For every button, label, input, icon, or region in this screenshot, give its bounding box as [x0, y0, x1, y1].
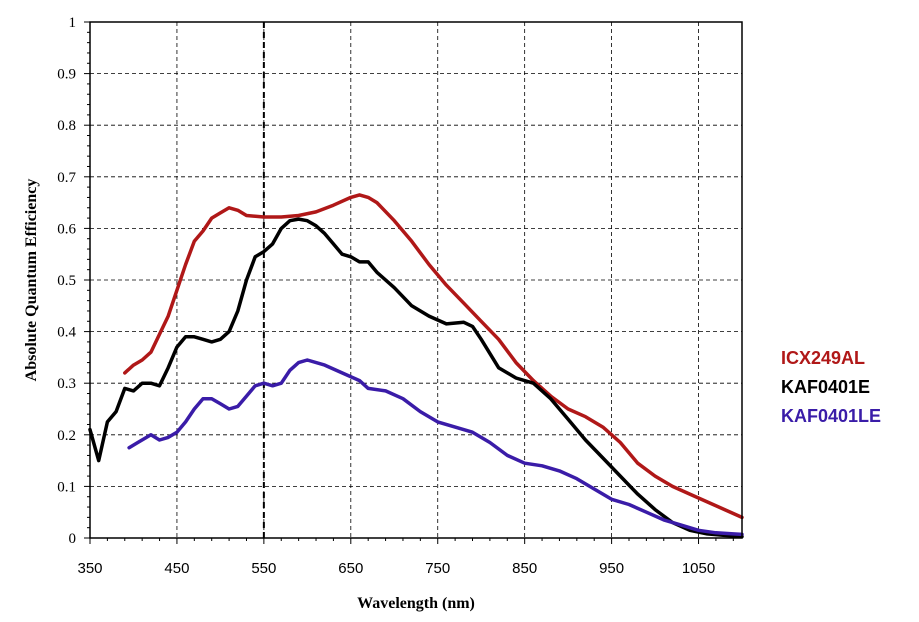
y-tick-label: 0.3: [57, 376, 76, 392]
y-tick-label: 0: [69, 531, 77, 547]
x-tick-label: 350: [77, 560, 102, 577]
x-tick-labels: 350 450 550 650 750 850 950 1050: [77, 560, 715, 577]
x-tick-label: 950: [599, 560, 624, 577]
x-tick-label: 1050: [682, 560, 715, 577]
y-tick-labels: 0 0.1 0.2 0.3 0.4 0.5 0.6 0.7 0.8 0.9 1: [57, 15, 76, 547]
x-tick-label: 850: [512, 560, 537, 577]
legend-item-icx249al: ICX249AL: [781, 348, 865, 368]
y-tick-label: 0.5: [57, 273, 76, 289]
y-tick-label: 0.7: [57, 170, 76, 186]
x-tick-label: 550: [251, 560, 276, 577]
y-tick-label: 0.1: [57, 479, 76, 495]
legend: ICX249AL KAF0401E KAF0401LE: [781, 348, 881, 426]
legend-item-kaf0401e: KAF0401E: [781, 377, 870, 397]
x-tick-label: 650: [338, 560, 363, 577]
y-tick-label: 0.9: [57, 67, 76, 83]
x-tick-label: 750: [425, 560, 450, 577]
axis-ticks: [84, 21, 734, 544]
y-tick-label: 0.8: [57, 118, 76, 134]
series-lines: [88, 193, 744, 539]
y-axis-title: Absolute Quantum Efficiency: [23, 179, 40, 382]
y-tick-label: 0.6: [57, 221, 76, 237]
grid-lines: [90, 21, 743, 538]
series-line-icx249al: [123, 193, 744, 520]
x-tick-label: 450: [164, 560, 189, 577]
y-tick-label: 1: [69, 15, 77, 31]
y-tick-label: 0.2: [57, 428, 76, 444]
series-line-kaf0401le: [127, 358, 744, 537]
series-line-kaf0401e: [88, 217, 744, 539]
x-axis-title: Wavelength (nm): [357, 595, 475, 612]
legend-item-kaf0401le: KAF0401LE: [781, 406, 881, 426]
y-tick-label: 0.4: [57, 325, 76, 341]
